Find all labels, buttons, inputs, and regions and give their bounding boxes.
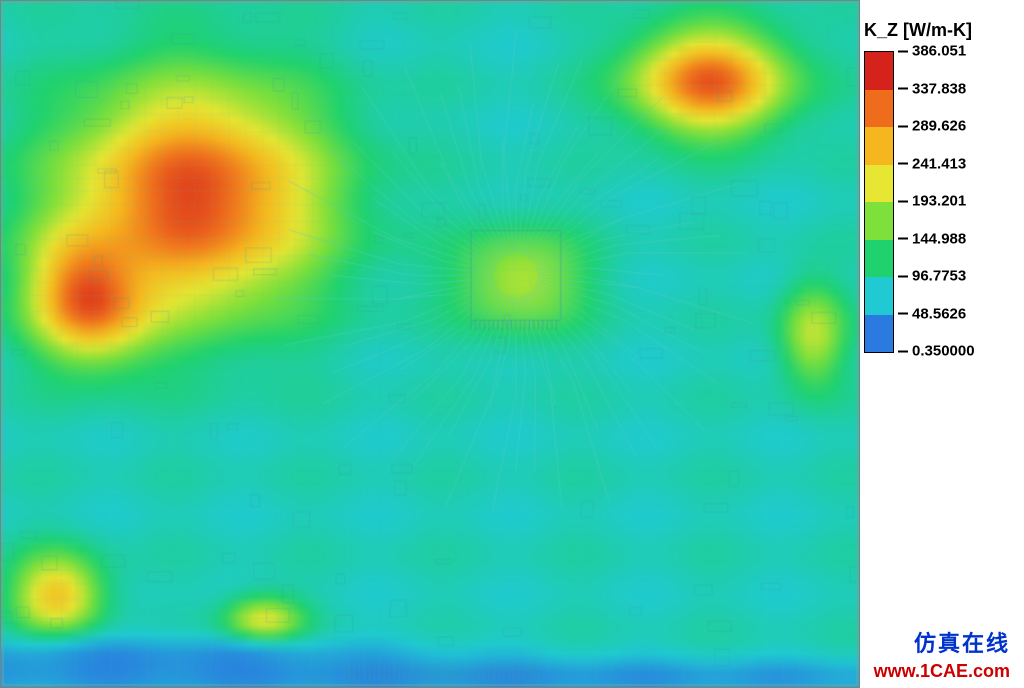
tick-label: 386.051 bbox=[912, 43, 966, 60]
color-segment bbox=[865, 202, 893, 240]
tick-label: 48.5626 bbox=[912, 305, 966, 322]
tick-mark bbox=[898, 350, 908, 352]
tick-mark bbox=[898, 275, 908, 277]
tick-mark bbox=[898, 125, 908, 127]
color-segment bbox=[865, 315, 893, 353]
tick-mark bbox=[898, 50, 908, 52]
legend-tick: 193.201 bbox=[898, 193, 966, 210]
tick-label: 96.7753 bbox=[912, 268, 966, 285]
color-segment bbox=[865, 90, 893, 128]
tick-label: 193.201 bbox=[912, 193, 966, 210]
tick-label: 289.626 bbox=[912, 118, 966, 135]
legend-tick: 96.7753 bbox=[898, 268, 966, 285]
color-legend: K_Z [W/m-K] 386.051 337.838 289.626 241.413… bbox=[864, 20, 1014, 353]
color-segment bbox=[865, 240, 893, 278]
color-segment bbox=[865, 52, 893, 90]
heatmap-canvas bbox=[1, 1, 859, 687]
color-segment bbox=[865, 165, 893, 203]
tick-mark bbox=[898, 163, 908, 165]
legend-tick: 0.350000 bbox=[898, 343, 975, 360]
tick-label: 241.413 bbox=[912, 155, 966, 172]
legend-body: 386.051337.838289.626241.413193.201144.9… bbox=[864, 51, 1014, 353]
legend-tick: 241.413 bbox=[898, 155, 966, 172]
color-segment bbox=[865, 127, 893, 165]
legend-tick: 144.988 bbox=[898, 230, 966, 247]
tick-mark bbox=[898, 238, 908, 240]
watermark-cn: 仿真在线 bbox=[914, 626, 1010, 658]
legend-tick: 48.5626 bbox=[898, 305, 966, 322]
tick-label: 144.988 bbox=[912, 230, 966, 247]
tick-mark bbox=[898, 313, 908, 315]
tick-mark bbox=[898, 200, 908, 202]
legend-title: K_Z [W/m-K] bbox=[864, 20, 1014, 41]
legend-tick: 289.626 bbox=[898, 118, 966, 135]
heatmap-plot bbox=[0, 0, 860, 688]
legend-tick: 386.051 bbox=[898, 43, 966, 60]
tick-label: 0.350000 bbox=[912, 343, 975, 360]
tick-label: 337.838 bbox=[912, 80, 966, 97]
legend-tick: 337.838 bbox=[898, 80, 966, 97]
color-bar bbox=[864, 51, 894, 353]
tick-mark bbox=[898, 88, 908, 90]
watermark-url: www.1CAE.com bbox=[874, 661, 1010, 682]
color-segment bbox=[865, 277, 893, 315]
